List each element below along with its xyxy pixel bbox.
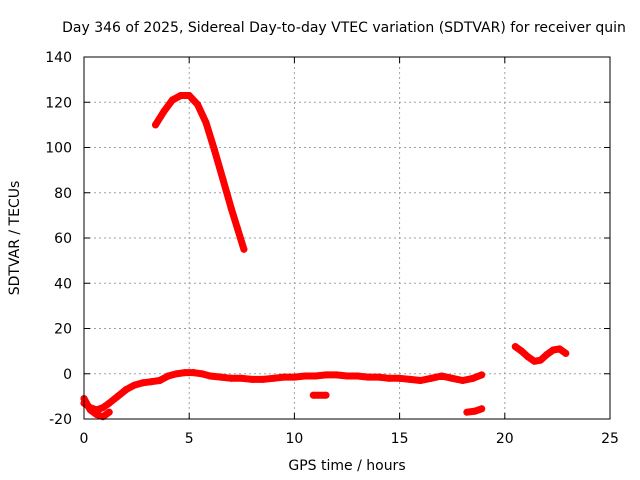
data-point bbox=[210, 146, 218, 154]
data-point bbox=[537, 356, 545, 364]
data-point bbox=[530, 357, 538, 365]
data-point bbox=[549, 346, 557, 354]
data-point bbox=[93, 411, 101, 418]
data-point bbox=[290, 373, 298, 381]
data-point bbox=[139, 379, 147, 387]
data-point bbox=[309, 391, 317, 399]
data-point bbox=[556, 345, 563, 353]
data-point bbox=[173, 370, 181, 378]
data-point bbox=[333, 371, 340, 379]
data-point bbox=[114, 392, 122, 400]
data-point bbox=[478, 405, 486, 413]
data-point bbox=[259, 375, 267, 383]
data-point bbox=[322, 391, 330, 399]
y-axis-label: SDTVAR / TECUs bbox=[7, 181, 23, 296]
data-point bbox=[240, 245, 248, 253]
data-point bbox=[198, 370, 206, 378]
data-point bbox=[448, 374, 456, 382]
data-point bbox=[562, 349, 570, 357]
data-point bbox=[524, 353, 532, 361]
x-tick-label: 10 bbox=[285, 431, 303, 447]
x-tick-label: 25 bbox=[601, 431, 619, 447]
y-tick-label: 60 bbox=[54, 231, 72, 247]
x-tick-label: 20 bbox=[496, 431, 514, 447]
data-point bbox=[543, 351, 551, 358]
data-point bbox=[99, 413, 107, 421]
data-point bbox=[385, 374, 393, 382]
y-tick-label: 140 bbox=[45, 50, 72, 66]
data-point bbox=[396, 374, 404, 382]
data-point bbox=[269, 374, 277, 382]
data-point bbox=[122, 386, 130, 394]
data-point bbox=[185, 92, 193, 99]
data-point bbox=[301, 372, 309, 380]
data-point bbox=[194, 101, 202, 108]
data-point bbox=[280, 373, 288, 381]
x-tick-label: 0 bbox=[80, 431, 89, 447]
grid-lines bbox=[84, 57, 610, 419]
data-point bbox=[99, 404, 107, 412]
data-point bbox=[234, 225, 242, 233]
y-tick-label: 20 bbox=[54, 322, 72, 338]
chart-title: Day 346 of 2025, Sidereal Day-to-day VTE… bbox=[62, 20, 626, 36]
data-point bbox=[189, 369, 197, 377]
data-point bbox=[86, 406, 94, 414]
y-tick-label: 40 bbox=[54, 276, 72, 292]
x-tick-label: 5 bbox=[185, 431, 194, 447]
data-point bbox=[181, 369, 189, 377]
y-tick-label: -20 bbox=[49, 412, 72, 428]
data-point bbox=[227, 205, 235, 213]
y-tick-label: 80 bbox=[54, 186, 72, 202]
data-point bbox=[164, 372, 172, 380]
data-point bbox=[219, 175, 227, 183]
data-series bbox=[80, 92, 570, 421]
data-point bbox=[131, 381, 138, 389]
data-point bbox=[471, 407, 479, 415]
data-point bbox=[311, 372, 319, 380]
data-point bbox=[375, 373, 383, 381]
data-point bbox=[105, 408, 113, 416]
data-point bbox=[156, 377, 164, 384]
data-point bbox=[238, 374, 246, 382]
data-point bbox=[354, 372, 361, 380]
data-point bbox=[322, 371, 330, 379]
data-point bbox=[518, 347, 526, 355]
data-point bbox=[206, 372, 214, 380]
x-tick-label: 15 bbox=[391, 431, 409, 447]
data-point bbox=[469, 374, 477, 382]
data-point bbox=[463, 408, 471, 416]
data-point bbox=[177, 92, 185, 99]
data-point bbox=[227, 374, 235, 382]
data-point bbox=[105, 399, 113, 407]
data-point bbox=[160, 107, 168, 115]
data-point bbox=[511, 343, 519, 351]
data-point bbox=[438, 372, 446, 380]
data-point bbox=[202, 119, 210, 127]
data-point bbox=[248, 375, 256, 383]
y-tick-label: 120 bbox=[45, 95, 72, 111]
data-point bbox=[478, 371, 486, 379]
data-point bbox=[459, 377, 467, 384]
y-tick-label: 100 bbox=[45, 141, 72, 157]
data-point bbox=[147, 378, 155, 386]
data-point bbox=[343, 372, 351, 380]
data-point bbox=[417, 377, 425, 384]
data-point bbox=[168, 96, 176, 104]
data-point bbox=[427, 374, 435, 382]
axes: 0 5 10 15 20 25 -20 0 20 40 60 80 100 120 140 bbox=[45, 50, 619, 447]
x-axis-label: GPS time / hours bbox=[288, 458, 405, 474]
data-point bbox=[406, 375, 414, 383]
data-point bbox=[152, 121, 159, 129]
y-tick-label: 0 bbox=[63, 367, 72, 383]
data-point bbox=[217, 373, 225, 381]
data-point bbox=[364, 373, 372, 381]
